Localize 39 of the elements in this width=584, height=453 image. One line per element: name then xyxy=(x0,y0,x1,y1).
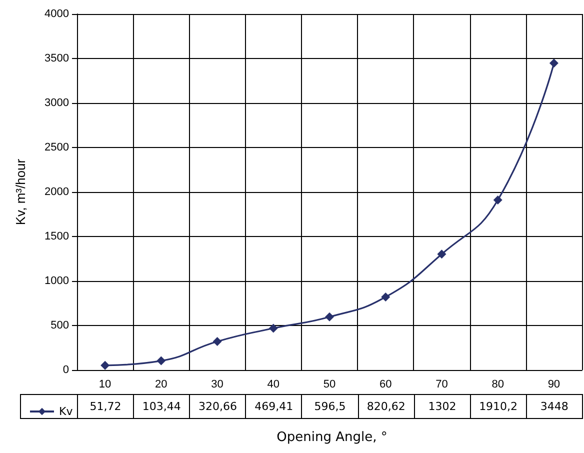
point xyxy=(493,195,502,204)
data-label: 320,66 xyxy=(190,394,246,418)
y-tick-label: 500 xyxy=(50,320,69,332)
data-label: 469,41 xyxy=(246,394,302,418)
point xyxy=(156,356,166,366)
x-tick-label: 80 xyxy=(492,378,504,390)
x-axis-title: Opening Angle, ° xyxy=(276,430,388,445)
y-tick-label: 3500 xyxy=(44,52,69,64)
data-label: 820,62 xyxy=(358,394,414,418)
x-tick-label: 70 xyxy=(436,378,448,390)
x-tick-label: 20 xyxy=(155,378,168,390)
y-tick-label: 3000 xyxy=(44,97,69,109)
y-tick-label: 1500 xyxy=(44,230,69,242)
point xyxy=(549,58,558,68)
data-label: 51,72 xyxy=(78,394,134,418)
x-tick-label: 30 xyxy=(211,378,224,390)
x-tick-label: 60 xyxy=(379,378,392,390)
point xyxy=(381,292,390,302)
y-tick-label: 2500 xyxy=(44,142,69,154)
data-label: 596,5 xyxy=(302,394,358,418)
y-tick-label: 4000 xyxy=(44,8,69,20)
data-label: 1910,2 xyxy=(470,394,526,418)
point xyxy=(268,324,278,333)
data-label: 1302 xyxy=(414,394,470,418)
y-tick-label: 0 xyxy=(62,364,69,376)
data-label: 103,44 xyxy=(134,394,190,418)
x-tick-label: 50 xyxy=(323,378,336,390)
point xyxy=(325,312,334,322)
x-tick-label: 90 xyxy=(548,378,560,390)
point xyxy=(100,360,110,370)
y-tick-label: 1000 xyxy=(44,275,69,287)
x-tick-label: 10 xyxy=(98,378,112,390)
y-tick-label: 2000 xyxy=(44,186,69,198)
legend-label: Kv xyxy=(59,405,74,418)
data-label: 3448 xyxy=(526,394,582,418)
point xyxy=(437,250,446,259)
x-tick-label: 40 xyxy=(267,378,280,390)
point xyxy=(212,336,222,346)
y-axis-title: Kv, m³/hour xyxy=(13,158,28,226)
